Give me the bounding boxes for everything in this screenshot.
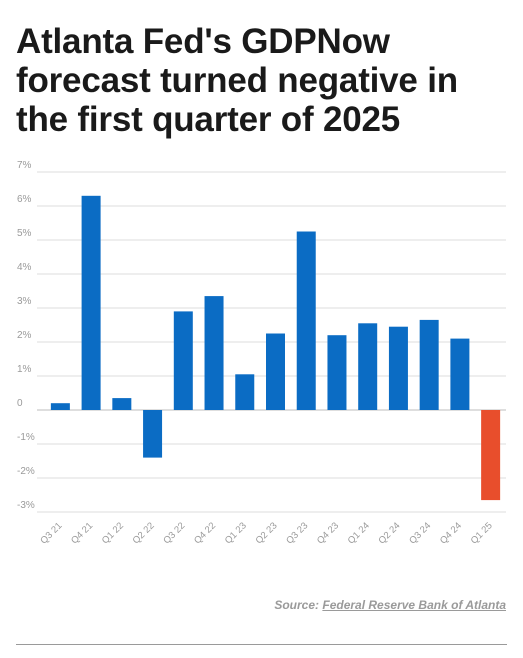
source-link[interactable]: Federal Reserve Bank of Atlanta [322,598,506,612]
bar [358,323,378,410]
y-tick-label: 6% [17,194,32,205]
x-tick-label: Q1 23 [223,520,249,546]
y-tick-label: 5% [17,228,32,239]
x-tick-label: Q2 22 [131,520,157,546]
x-tick-label: Q4 21 [69,520,95,546]
bar [143,410,163,458]
x-tick-label: Q4 24 [438,520,464,546]
bar [112,398,132,410]
bar [204,296,224,410]
bar [419,319,439,410]
x-tick-label: Q2 23 [254,520,280,546]
y-tick-label: 4% [17,262,32,273]
y-tick-label: 3% [17,296,32,307]
bottom-divider [16,644,507,645]
bar [50,403,70,410]
x-tick-label: Q3 23 [284,520,310,546]
x-tick-label: Q4 23 [315,520,341,546]
y-axis-tick-labels: 7% 6% 5% 4% 3% 2% 1% 0 -1% -2% -3% [17,160,35,511]
bar [450,338,470,410]
bar [481,410,501,501]
bar-chart: 7% 6% 5% 4% 3% 2% 1% 0 -1% -2% -3% Q3 21 Q4 21 Q1 22… [17,160,506,546]
x-tick-label: Q2 24 [376,520,402,546]
y-tick-label: 1% [17,364,32,375]
y-tick-label: 2% [17,330,32,341]
x-tick-label: Q1 25 [469,520,495,546]
bar [296,231,316,410]
y-tick-label: -3% [17,500,35,511]
x-tick-label: Q3 21 [38,520,64,546]
x-tick-label: Q3 22 [161,520,187,546]
x-axis-tick-labels: Q3 21 Q4 21 Q1 22 Q2 22 Q3 22 Q4 22 Q1 23 Q2 23… [38,520,494,546]
bar [235,374,255,410]
chart-title: Atlanta Fed's GDPNow forecast turned neg… [16,22,458,139]
y-tick-label: -2% [17,466,35,477]
bar [81,195,101,410]
bar [327,335,347,410]
y-tick-label: 7% [17,160,32,171]
bars [50,195,501,501]
x-tick-label: Q3 24 [407,520,433,546]
bar [388,326,408,410]
x-tick-label: Q1 22 [100,520,126,546]
x-tick-label: Q1 24 [346,520,372,546]
y-tick-label: -1% [17,432,35,443]
source-note: Source: Federal Reserve Bank of Atlanta [274,598,506,612]
y-tick-label: 0 [17,398,23,409]
bar [266,333,285,410]
bar [173,311,193,410]
x-tick-label: Q4 22 [192,520,218,546]
source-label: Source: [274,598,320,612]
